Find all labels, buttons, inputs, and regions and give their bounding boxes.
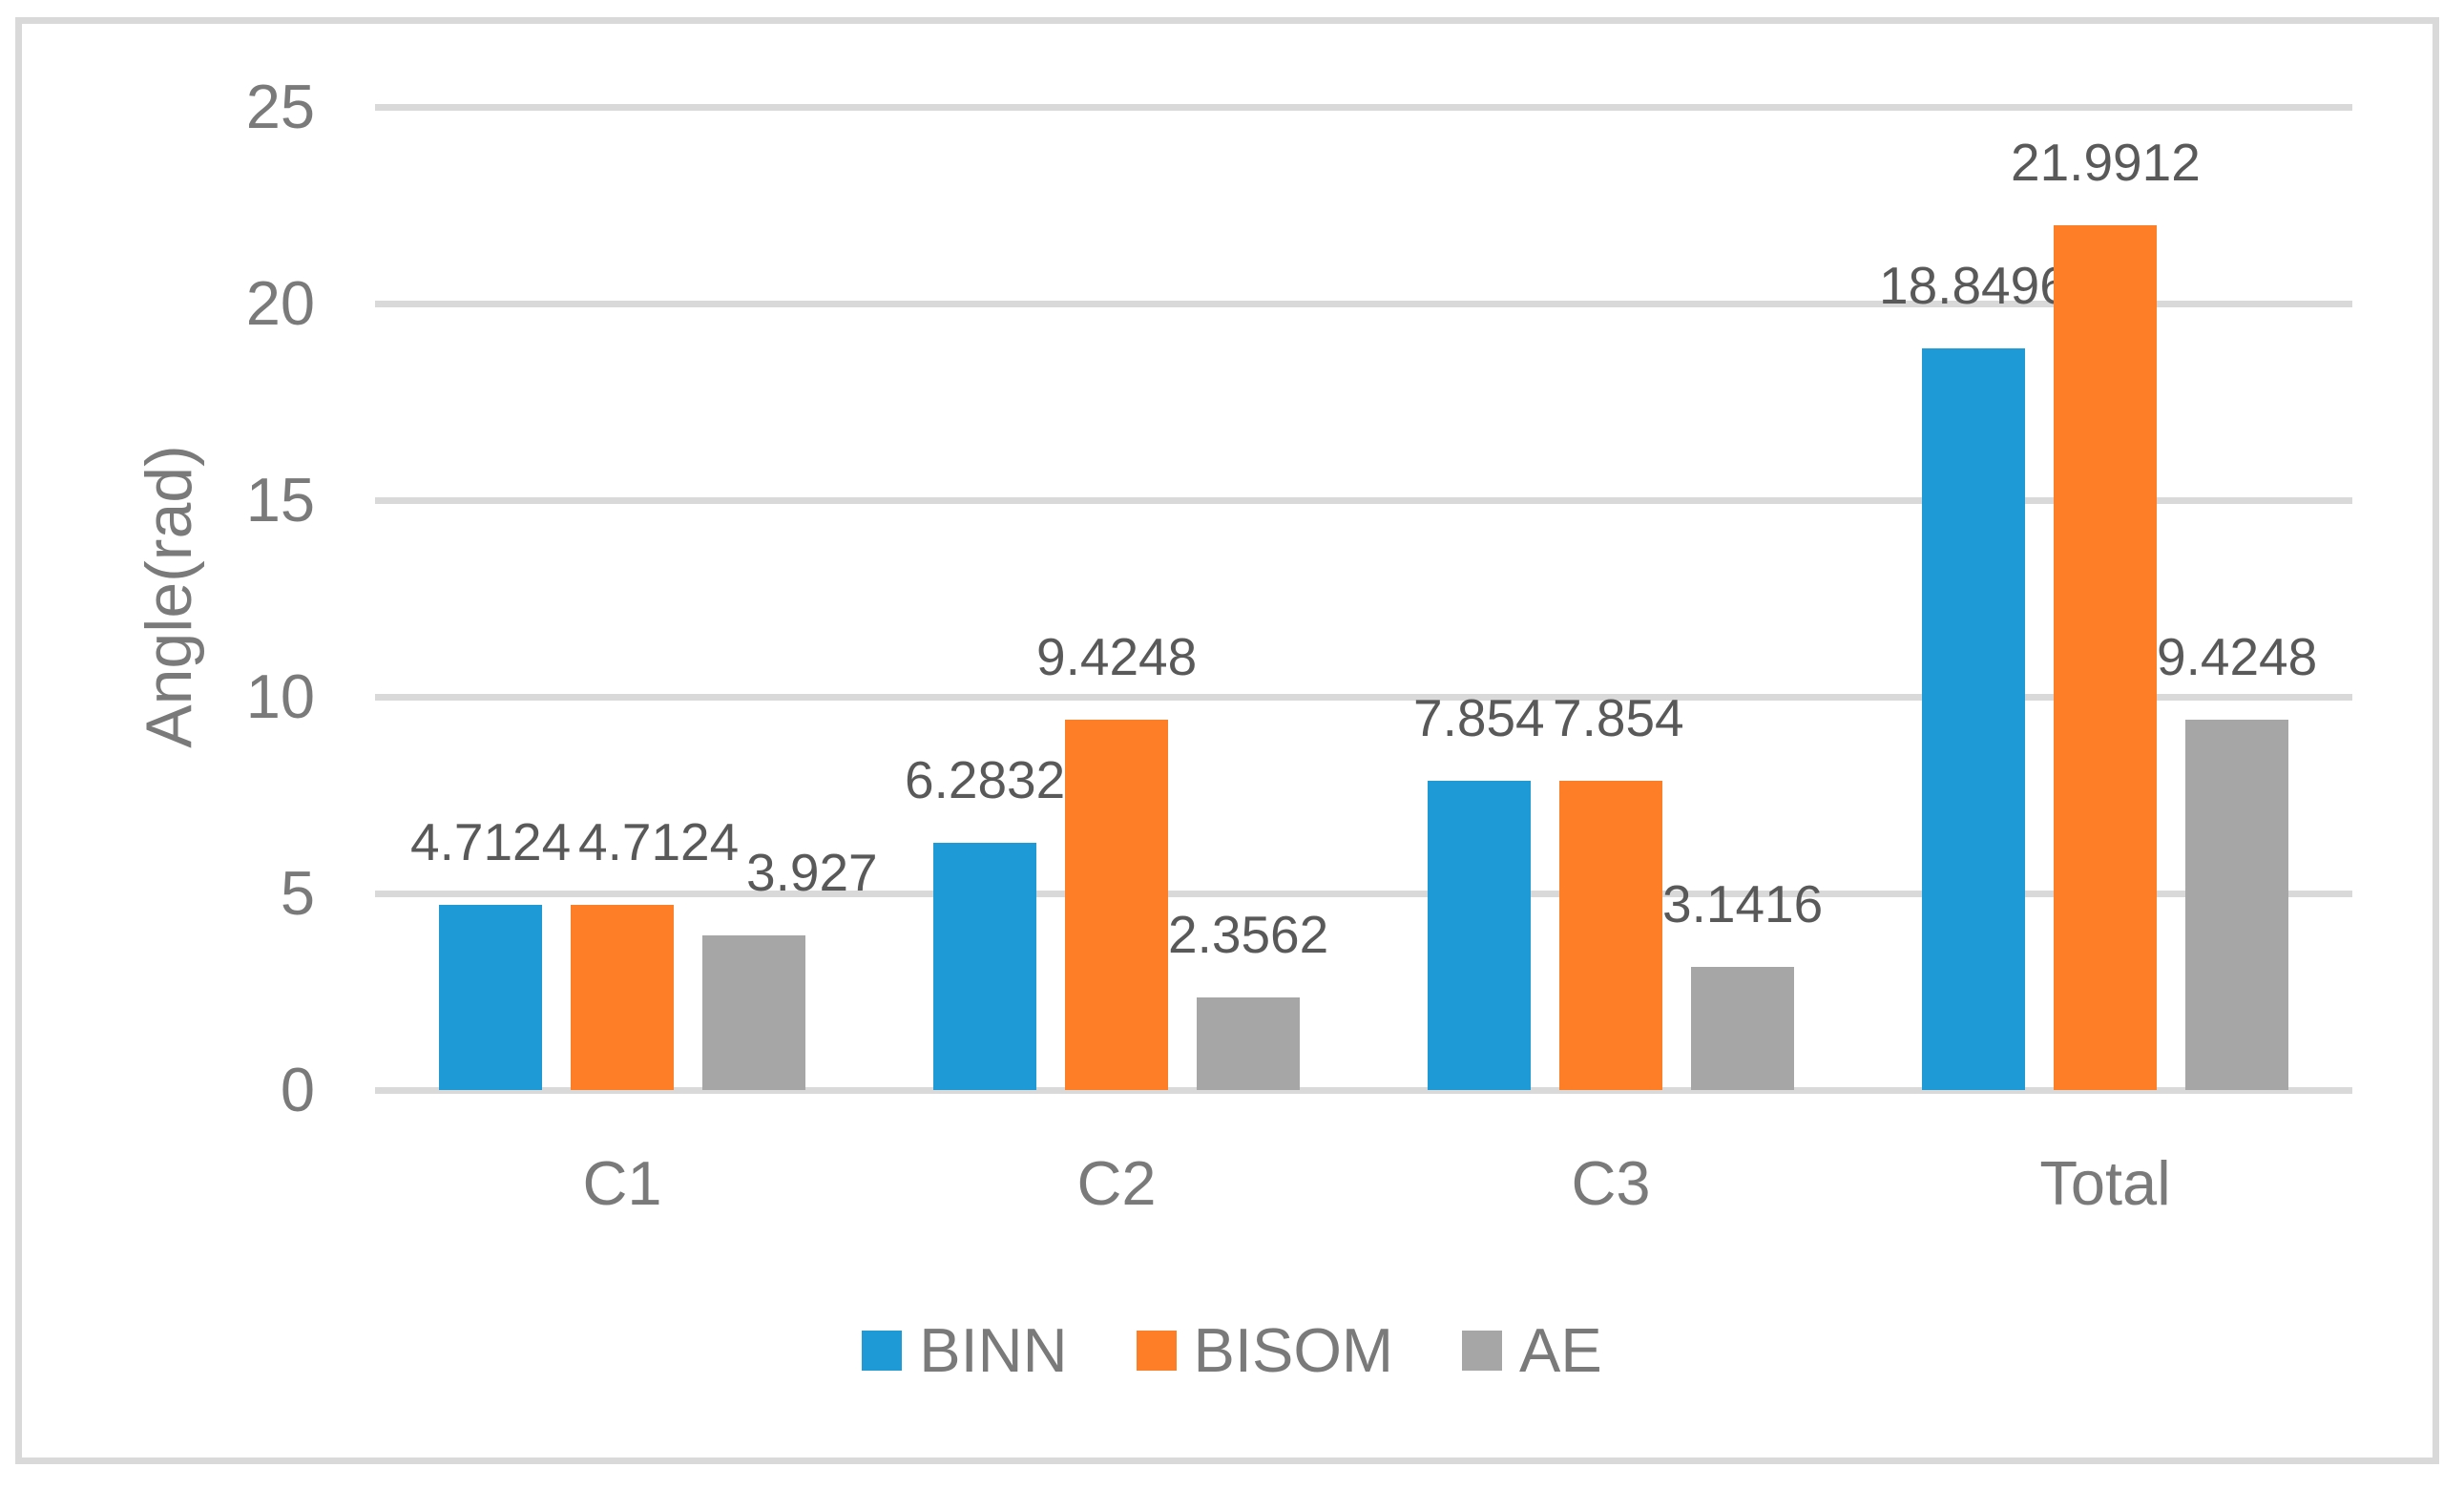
bar-value-label: 18.8496: [1879, 256, 2069, 315]
bar-value-label: 4.7124: [578, 812, 740, 871]
bar-value-label: 9.4248: [2157, 627, 2318, 686]
x-axis-line: [375, 1087, 2352, 1094]
legend-item-bisom: BISOM: [1136, 1315, 1394, 1385]
bar-ae-c3: [1691, 967, 1794, 1090]
gridline: [375, 497, 2352, 504]
y-tick-label: 15: [245, 465, 315, 535]
x-category-label: Total: [2039, 1148, 2171, 1218]
y-tick-label: 20: [245, 268, 315, 338]
gridline: [375, 104, 2352, 111]
legend-label: BISOM: [1193, 1315, 1394, 1385]
bar-value-label: 2.3562: [1168, 905, 1329, 964]
y-tick-label: 5: [280, 858, 315, 928]
legend-swatch-bisom: [1136, 1330, 1177, 1371]
bar-value-label: 3.927: [746, 843, 878, 902]
bar-bisom-c3: [1559, 781, 1662, 1090]
bar-value-label: 4.7124: [410, 812, 572, 871]
gridline: [375, 301, 2352, 307]
x-category-label: C3: [1571, 1148, 1651, 1218]
bar-value-label: 6.2832: [905, 750, 1066, 809]
x-category-label: C1: [582, 1148, 662, 1218]
bar-binn-c2: [933, 843, 1036, 1090]
bar-bisom-c1: [571, 905, 674, 1090]
bar-binn-c3: [1428, 781, 1531, 1090]
bar-value-label: 9.4248: [1036, 627, 1198, 686]
x-category-label: C2: [1076, 1148, 1157, 1218]
bar-value-label: 21.9912: [2011, 133, 2201, 192]
bar-value-label: 7.854: [1413, 688, 1545, 747]
legend-swatch-ae: [1462, 1330, 1503, 1371]
legend-item-ae: AE: [1462, 1319, 1602, 1381]
y-tick-label: 10: [245, 661, 315, 731]
bar-ae-c2: [1197, 997, 1300, 1090]
bar-bisom-total: [2054, 225, 2157, 1090]
bar-ae-total: [2185, 720, 2288, 1090]
legend-label: BINN: [919, 1315, 1068, 1385]
y-tick-label: 0: [280, 1055, 315, 1124]
gridline: [375, 694, 2352, 701]
legend-item-binn: BINN: [862, 1315, 1068, 1385]
bar-binn-total: [1922, 348, 2025, 1090]
bar-bisom-c2: [1065, 720, 1168, 1090]
bar-binn-c1: [439, 905, 542, 1090]
y-tick-label: 25: [245, 72, 315, 141]
bar-ae-c1: [702, 935, 805, 1090]
chart-border: [15, 17, 2439, 1464]
legend-swatch-binn: [862, 1330, 903, 1371]
bar-value-label: 7.854: [1553, 688, 1684, 747]
legend-label: AE: [1519, 1315, 1602, 1385]
gridline: [375, 891, 2352, 897]
legend: BINN BISOM AE: [0, 1319, 2464, 1381]
bar-value-label: 3.1416: [1662, 874, 1824, 933]
